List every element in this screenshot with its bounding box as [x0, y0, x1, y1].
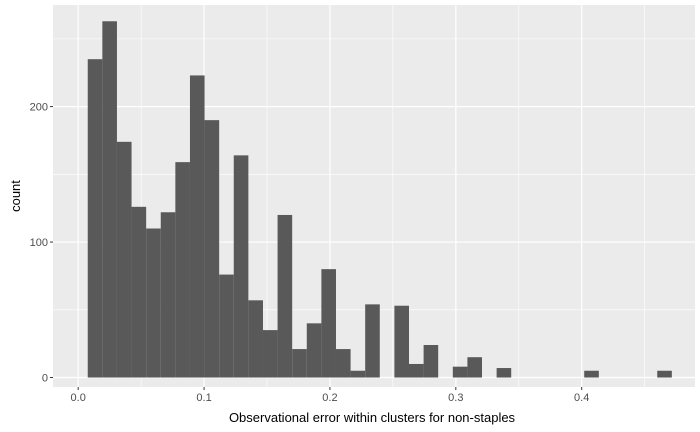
- x-tick-label: 0.1: [196, 392, 211, 404]
- histogram-bar: [189, 75, 205, 378]
- y-axis-ticks: 0 100 200: [30, 102, 53, 385]
- histogram-bar: [657, 370, 672, 378]
- histogram-bar: [87, 59, 103, 378]
- histogram-bar: [175, 162, 190, 378]
- histogram-bars: [87, 21, 672, 378]
- x-axis-ticks: 0.0 0.1 0.2 0.3 0.4: [71, 387, 589, 404]
- histogram-bar: [146, 228, 161, 378]
- histogram-bar: [467, 357, 483, 378]
- histogram-bar: [584, 370, 599, 378]
- histogram-bar: [496, 368, 512, 378]
- histogram-bar: [131, 206, 147, 378]
- histogram-bar: [350, 370, 366, 378]
- histogram-bar: [335, 349, 351, 378]
- histogram-bar: [292, 349, 307, 378]
- y-axis-title: count: [8, 180, 23, 212]
- histogram-bar: [306, 323, 322, 378]
- y-tick-label: 200: [30, 102, 48, 114]
- histogram-bar: [219, 274, 234, 378]
- histogram-bar: [116, 141, 132, 378]
- histogram-bar: [233, 155, 249, 378]
- x-axis-title: Observational error within clusters for …: [229, 410, 516, 425]
- histogram-bar: [277, 214, 293, 378]
- histogram-bar: [248, 300, 263, 378]
- histogram-bar: [321, 269, 336, 378]
- histogram-bar: [160, 212, 176, 378]
- histogram-bar: [204, 120, 220, 378]
- y-tick-label: 0: [42, 373, 48, 385]
- x-tick-label: 0.3: [448, 392, 463, 404]
- x-tick-label: 0.2: [322, 392, 337, 404]
- y-tick-label: 100: [30, 237, 48, 249]
- histogram-bar: [394, 305, 409, 378]
- histogram-bar: [408, 363, 424, 378]
- histogram-bar: [365, 304, 380, 378]
- histogram-bar: [102, 21, 117, 378]
- histogram-bar: [452, 366, 468, 378]
- histogram-bar: [423, 345, 439, 378]
- histogram-bar: [262, 330, 278, 378]
- x-tick-label: 0.4: [574, 392, 589, 404]
- x-tick-label: 0.0: [71, 392, 86, 404]
